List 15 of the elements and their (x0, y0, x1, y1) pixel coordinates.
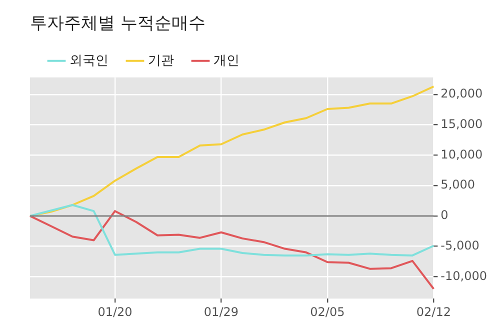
x-tick-label: 01/29 (204, 304, 239, 319)
legend-label: 개인 (214, 53, 240, 68)
chart-title: 투자주체별 누적순매수 (30, 14, 206, 34)
x-tick-label: 01/20 (98, 304, 132, 319)
y-tick-label: 10,000 (440, 147, 483, 162)
legend-label: 외국인 (70, 53, 108, 68)
y-tick-label: 0 (440, 208, 448, 222)
y-tick-label: 20,000 (440, 86, 483, 101)
legend-label: 기관 (148, 53, 174, 68)
y-tick-label: -5,000 (440, 238, 480, 252)
y-tick-label: -10,000 (440, 268, 488, 283)
y-tick-label: 5,000 (440, 178, 476, 192)
x-tick-label: 02/12 (416, 304, 451, 319)
x-tick-label: 02/05 (310, 304, 345, 319)
y-tick-label: 15,000 (440, 116, 483, 131)
